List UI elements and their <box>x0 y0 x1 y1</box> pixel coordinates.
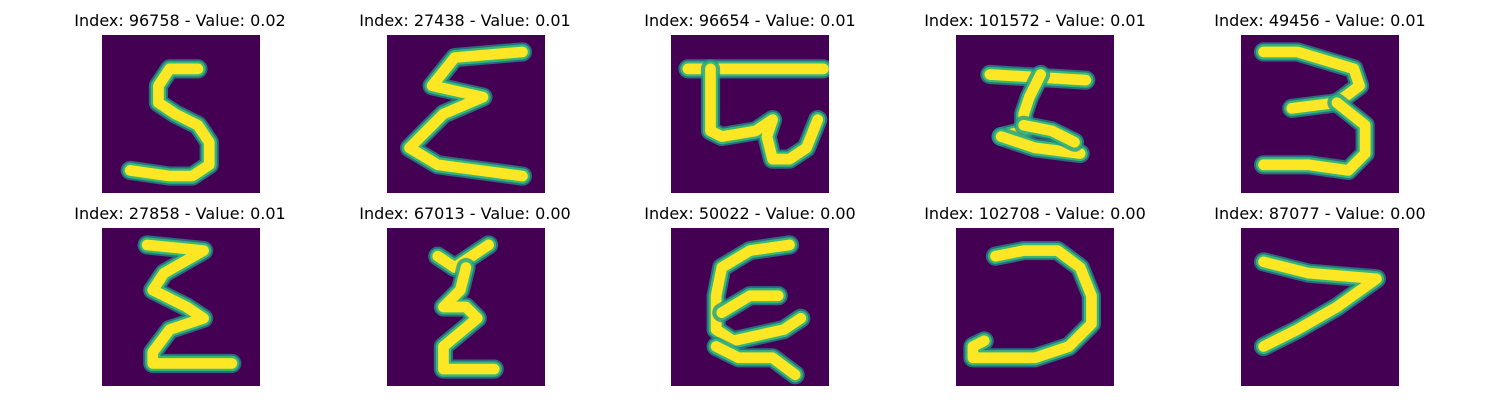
panel-title: Index: 101572 - Value: 0.01 <box>924 11 1146 30</box>
glyph-stroke <box>438 262 500 375</box>
glyph-stroke <box>967 245 1097 364</box>
panel-title: Index: 67013 - Value: 0.00 <box>359 204 571 223</box>
glyph-image <box>671 35 829 193</box>
panel-title: Index: 27858 - Value: 0.01 <box>74 204 286 223</box>
glyph-image <box>102 228 260 386</box>
glyph-stroke <box>705 63 824 165</box>
glyph-stroke <box>404 46 528 182</box>
glyph-stroke <box>141 239 238 369</box>
glyph-stroke <box>1258 256 1382 352</box>
glyph-stroke <box>710 341 801 381</box>
glyph-stroke <box>716 290 784 319</box>
panel-title: Index: 96758 - Value: 0.02 <box>74 11 286 30</box>
glyph-stroke <box>124 63 215 182</box>
panel-title: Index: 27438 - Value: 0.01 <box>359 11 571 30</box>
glyph-stroke <box>1258 97 1371 176</box>
panel-title: Index: 87077 - Value: 0.00 <box>1214 204 1426 223</box>
glyph-image <box>1241 35 1399 193</box>
glyph-image <box>1241 228 1399 386</box>
glyph-image <box>102 35 260 193</box>
panel-title: Index: 49456 - Value: 0.01 <box>1214 11 1426 30</box>
panel-title: Index: 96654 - Value: 0.01 <box>644 11 856 30</box>
glyph-image <box>671 228 829 386</box>
panel-title: Index: 50022 - Value: 0.00 <box>644 204 856 223</box>
glyph-image <box>956 228 1114 386</box>
glyph-image <box>387 228 545 386</box>
glyph-image <box>387 35 545 193</box>
glyph-image <box>956 35 1114 193</box>
panel-title: Index: 102708 - Value: 0.00 <box>924 204 1146 223</box>
glyph-stroke <box>432 239 494 273</box>
glyph-stroke <box>1018 119 1080 148</box>
glyph-stroke <box>995 131 1086 159</box>
